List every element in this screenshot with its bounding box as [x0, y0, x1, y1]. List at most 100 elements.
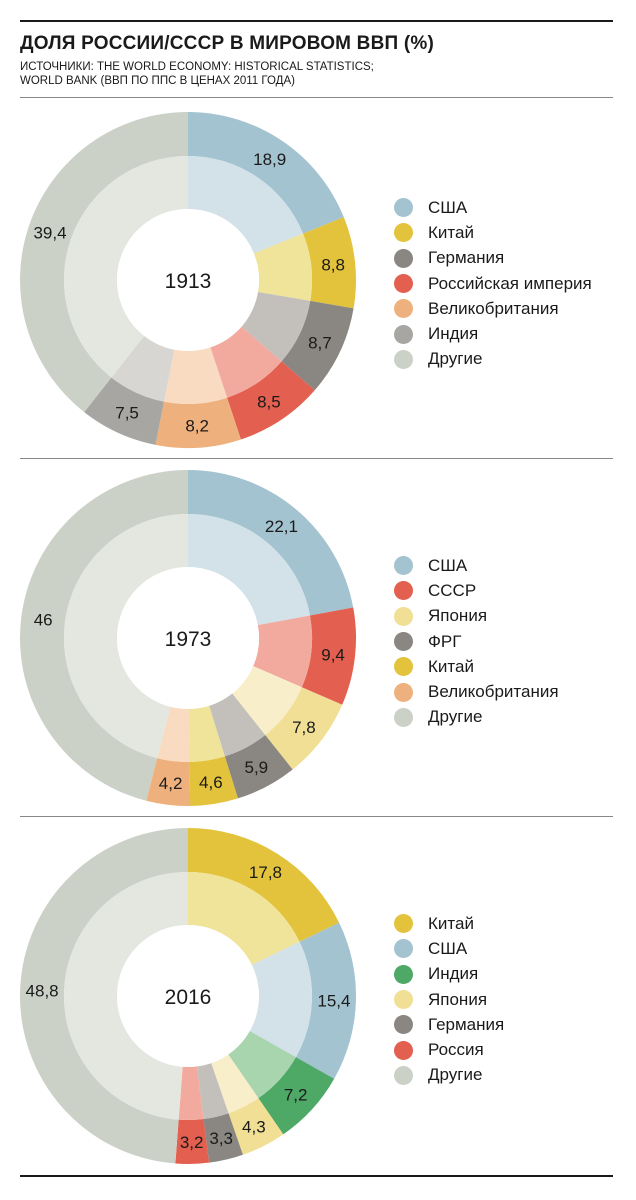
legend-item-2: Индия	[394, 962, 504, 987]
data-label-2: 7,2	[284, 1086, 308, 1105]
center-year-label: 1913	[165, 270, 212, 293]
legend-label: Россия	[428, 1040, 484, 1060]
slice-outer-6	[19, 112, 188, 413]
legend-swatch-icon	[394, 914, 413, 934]
slice-inner-0	[188, 872, 300, 965]
data-label-0: 18,9	[253, 150, 286, 169]
slice-inner-0	[188, 514, 310, 626]
slice-outer-5	[84, 377, 164, 445]
legend-swatch-icon	[394, 248, 413, 268]
legend-swatch-icon	[394, 324, 413, 344]
legend-swatch-icon	[394, 299, 413, 319]
legend-label: Япония	[428, 606, 488, 626]
slice-inner-3	[211, 1054, 259, 1114]
slice-outer-5	[175, 1119, 210, 1164]
legend-label: Великобритания	[428, 682, 559, 702]
legend-swatch-icon	[394, 606, 413, 626]
slice-outer-4	[189, 756, 238, 806]
slice-outer-6	[19, 470, 189, 801]
data-label-2: 7,8	[292, 718, 316, 737]
center-year-label: 2016	[165, 986, 212, 1009]
legend-item-3: Российская империя	[394, 271, 592, 296]
slice-inner-6	[64, 514, 188, 759]
data-label-6: 39,4	[33, 223, 66, 242]
chart-title: ДОЛЯ РОССИИ/СССР В МИРОВОМ ВВП (%)	[20, 33, 435, 54]
slice-inner-1	[253, 615, 312, 688]
legend-item-4: Великобритания	[394, 296, 592, 321]
divider	[20, 816, 613, 817]
legend-item-1: Китай	[394, 220, 592, 245]
slice-outer-4	[155, 397, 241, 448]
donut-panel-2016: 17,8 15,4 7,2 4,3 3,3 3,2 48,8 2016 Китай США Инд…	[0, 826, 636, 1166]
data-label-3: 5,9	[244, 758, 268, 777]
legend-label: США	[428, 938, 468, 958]
legend-item-0: США	[394, 195, 592, 220]
slice-outer-3	[228, 1098, 284, 1155]
slice-inner-5	[111, 335, 175, 402]
legend-swatch-icon	[394, 632, 413, 652]
slice-outer-0	[188, 828, 340, 942]
bottom-rule	[20, 1175, 613, 1177]
legend-1913: США Китай Германия Российская империя Велико…	[394, 195, 592, 372]
donut-chart-1913: 18,9 8,8 8,7 8,5 8,2 7,5 39,4 1913	[19, 112, 356, 448]
donut-panel-1913: 18,9 8,8 8,7 8,5 8,2 7,5 39,4 1913 США Китай Герм…	[0, 110, 636, 450]
top-rule	[20, 20, 613, 22]
legend-item-5: Великобритания	[394, 679, 559, 704]
legend-label: Другие	[428, 1065, 483, 1085]
legend-label: СССР	[428, 580, 477, 600]
slice-inner-2	[228, 1030, 296, 1099]
divider	[20, 458, 613, 459]
data-label-3: 4,3	[242, 1117, 266, 1136]
slice-inner-4	[163, 347, 228, 404]
data-label-1: 9,4	[321, 645, 345, 664]
legend-item-6: Другие	[394, 347, 592, 372]
data-label-0: 22,1	[265, 517, 298, 536]
legend-item-3: Япония	[394, 987, 504, 1012]
legend-item-6: Другие	[394, 705, 559, 730]
legend-swatch-icon	[394, 198, 413, 218]
legend-swatch-icon	[394, 657, 413, 677]
donut-hole	[117, 209, 259, 351]
legend-label: ФРГ	[428, 631, 462, 651]
data-label-5: 7,5	[115, 404, 139, 423]
donut-panel-1973: 22,1 9,4 7,8 5,9 4,6 4,2 46 1973 США СССР Япония Ф…	[0, 468, 636, 808]
slice-inner-5	[178, 1066, 204, 1120]
slice-inner-5	[157, 706, 190, 762]
legend-swatch-icon	[394, 1065, 413, 1085]
data-label-6: 46	[34, 611, 53, 630]
slice-outer-1	[303, 217, 356, 309]
legend-label: Япония	[428, 989, 488, 1009]
legend-label: Другие	[428, 707, 483, 727]
legend-label: Китай	[428, 222, 474, 242]
data-label-3: 8,5	[257, 393, 281, 412]
legend-swatch-icon	[394, 990, 413, 1010]
data-label-5: 3,2	[180, 1133, 204, 1152]
legend-label: США	[428, 555, 468, 575]
legend-swatch-icon	[394, 1040, 413, 1060]
donut-hole	[117, 567, 259, 709]
legend-1973: США СССР Япония ФРГ Китай Великобритания Други…	[394, 553, 559, 730]
legend-item-2: Япония	[394, 604, 559, 629]
data-label-4: 3,3	[209, 1129, 233, 1148]
legend-label: Китай	[428, 656, 474, 676]
slice-outer-5	[146, 758, 191, 806]
center-year-label: 1973	[165, 628, 212, 651]
slice-outer-4	[203, 1113, 243, 1163]
chart-subtitle: ИСТОЧНИКИ: THE WORLD ECONOMY: HISTORICAL…	[20, 60, 440, 88]
slice-outer-1	[301, 607, 356, 705]
legend-swatch-icon	[394, 223, 413, 243]
legend-label: Индия	[428, 964, 479, 984]
legend-label: Российская империя	[428, 273, 592, 293]
legend-swatch-icon	[394, 349, 413, 369]
legend-swatch-icon	[394, 274, 413, 294]
slice-inner-6	[64, 156, 188, 378]
legend-swatch-icon	[394, 556, 413, 576]
slice-outer-2	[265, 687, 343, 770]
legend-swatch-icon	[394, 581, 413, 601]
data-label-4: 8,2	[185, 417, 209, 436]
slice-outer-1	[295, 922, 356, 1079]
slice-inner-1	[253, 233, 312, 301]
slice-inner-4	[188, 705, 225, 762]
legend-item-4: Китай	[394, 654, 559, 679]
data-label-1: 8,8	[321, 255, 345, 274]
